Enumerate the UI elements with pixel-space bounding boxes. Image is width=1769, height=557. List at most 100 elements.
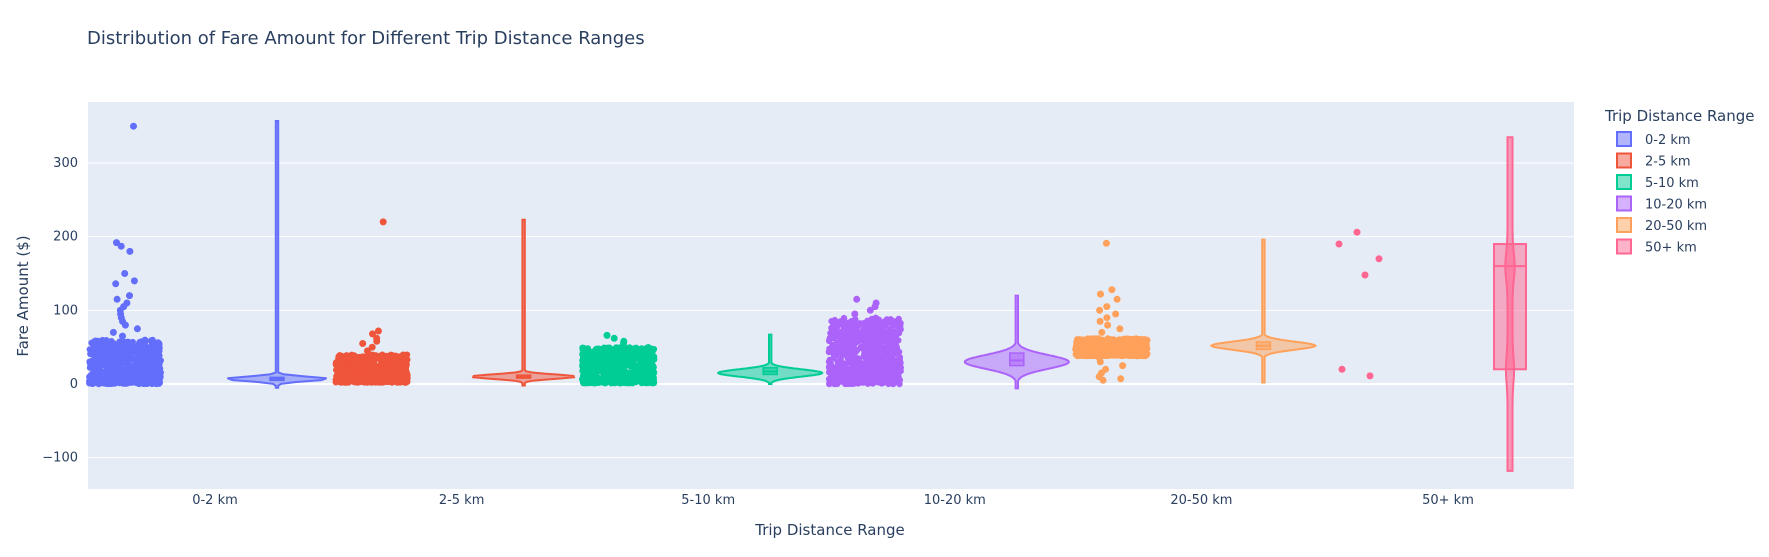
data-point	[400, 351, 407, 358]
data-point	[895, 337, 902, 344]
data-point	[1082, 342, 1089, 349]
x-axis-ticks: 0-2 km 2-5 km 5-10 km 10-20 km 20-50 km 50+ k…	[192, 493, 1474, 508]
data-point	[868, 316, 875, 323]
data-point	[857, 365, 864, 372]
data-point	[871, 369, 878, 376]
outlier-point	[1353, 228, 1361, 236]
data-point	[1143, 336, 1150, 343]
data-point	[1129, 339, 1136, 346]
outlier-point	[130, 277, 138, 285]
data-point	[124, 352, 132, 360]
data-point	[855, 356, 863, 363]
data-point	[333, 366, 340, 374]
data-point	[838, 359, 845, 366]
data-point	[884, 347, 891, 354]
outlier-point	[119, 332, 126, 340]
legend-swatch	[1616, 217, 1632, 233]
data-point	[394, 366, 401, 373]
outlier-point	[359, 340, 367, 347]
data-point	[580, 351, 588, 359]
data-point	[110, 372, 117, 379]
data-point	[599, 345, 607, 353]
data-point	[882, 366, 889, 374]
data-point	[865, 366, 873, 374]
data-point	[599, 362, 606, 369]
data-point	[107, 346, 115, 354]
data-point	[113, 365, 121, 372]
outlier-point	[109, 328, 117, 336]
data-point	[833, 348, 840, 355]
outlier-point	[1361, 271, 1369, 279]
data-point	[348, 377, 355, 385]
data-point	[109, 359, 117, 366]
data-point	[136, 339, 143, 346]
y-tick-label: 300	[53, 156, 78, 171]
violin-body	[1209, 238, 1318, 384]
data-point	[368, 351, 375, 358]
legend-label: 0-2 km	[1645, 133, 1691, 148]
data-point	[396, 357, 403, 365]
data-point	[336, 376, 344, 383]
data-point	[141, 341, 149, 349]
violin-box	[1009, 352, 1025, 367]
trace-10-20 km	[825, 294, 1070, 390]
outlier-point	[603, 331, 611, 339]
outlier-point	[121, 270, 129, 277]
outlier-point	[610, 334, 618, 342]
plot-area	[88, 102, 1574, 489]
data-point	[871, 364, 878, 371]
legend-item: 10-20 km	[1616, 195, 1707, 213]
data-point	[104, 356, 111, 363]
y-tick-label: 100	[53, 303, 78, 318]
x-tick-label: 0-2 km	[192, 493, 238, 508]
data-point	[844, 380, 852, 388]
data-point	[861, 333, 868, 340]
data-point	[585, 369, 592, 376]
data-point	[591, 368, 598, 376]
data-point	[644, 364, 651, 371]
data-point	[336, 352, 343, 359]
data-point	[856, 375, 864, 382]
outlier-point	[1335, 240, 1343, 248]
data-point	[882, 332, 890, 340]
data-point	[837, 342, 844, 349]
outlier-point	[620, 340, 627, 347]
data-point	[103, 365, 111, 373]
outlier-point	[126, 292, 133, 300]
data-point	[645, 376, 652, 383]
data-point	[834, 380, 841, 388]
data-point	[825, 337, 833, 345]
data-point	[1131, 350, 1138, 358]
data-point	[1140, 344, 1147, 351]
data-point	[1089, 340, 1096, 347]
x-tick-label: 10-20 km	[924, 493, 986, 508]
data-point	[87, 350, 94, 358]
data-point	[155, 348, 162, 355]
data-point	[579, 361, 586, 368]
data-point	[1116, 337, 1123, 344]
data-point	[1105, 348, 1113, 355]
trace-5-10 km	[579, 331, 824, 387]
outlier-point	[1099, 376, 1107, 384]
data-point	[86, 379, 93, 387]
data-point	[604, 373, 611, 381]
outlier-point	[374, 327, 382, 335]
x-tick-label: 2-5 km	[439, 493, 485, 508]
data-point	[403, 361, 410, 368]
data-point	[121, 360, 128, 367]
data-point	[827, 363, 834, 370]
data-point	[893, 348, 901, 355]
outlier-point	[1098, 328, 1106, 336]
data-point	[610, 351, 618, 359]
data-point	[101, 377, 108, 385]
legend-item: 5-10 km	[1616, 174, 1699, 191]
outlier-point	[871, 303, 879, 311]
outlier-point	[1097, 290, 1104, 298]
data-point	[115, 353, 123, 360]
data-point	[869, 340, 876, 347]
data-point	[1120, 343, 1128, 350]
data-point	[637, 376, 644, 383]
outlier-point	[1116, 325, 1124, 333]
data-point	[391, 357, 398, 364]
